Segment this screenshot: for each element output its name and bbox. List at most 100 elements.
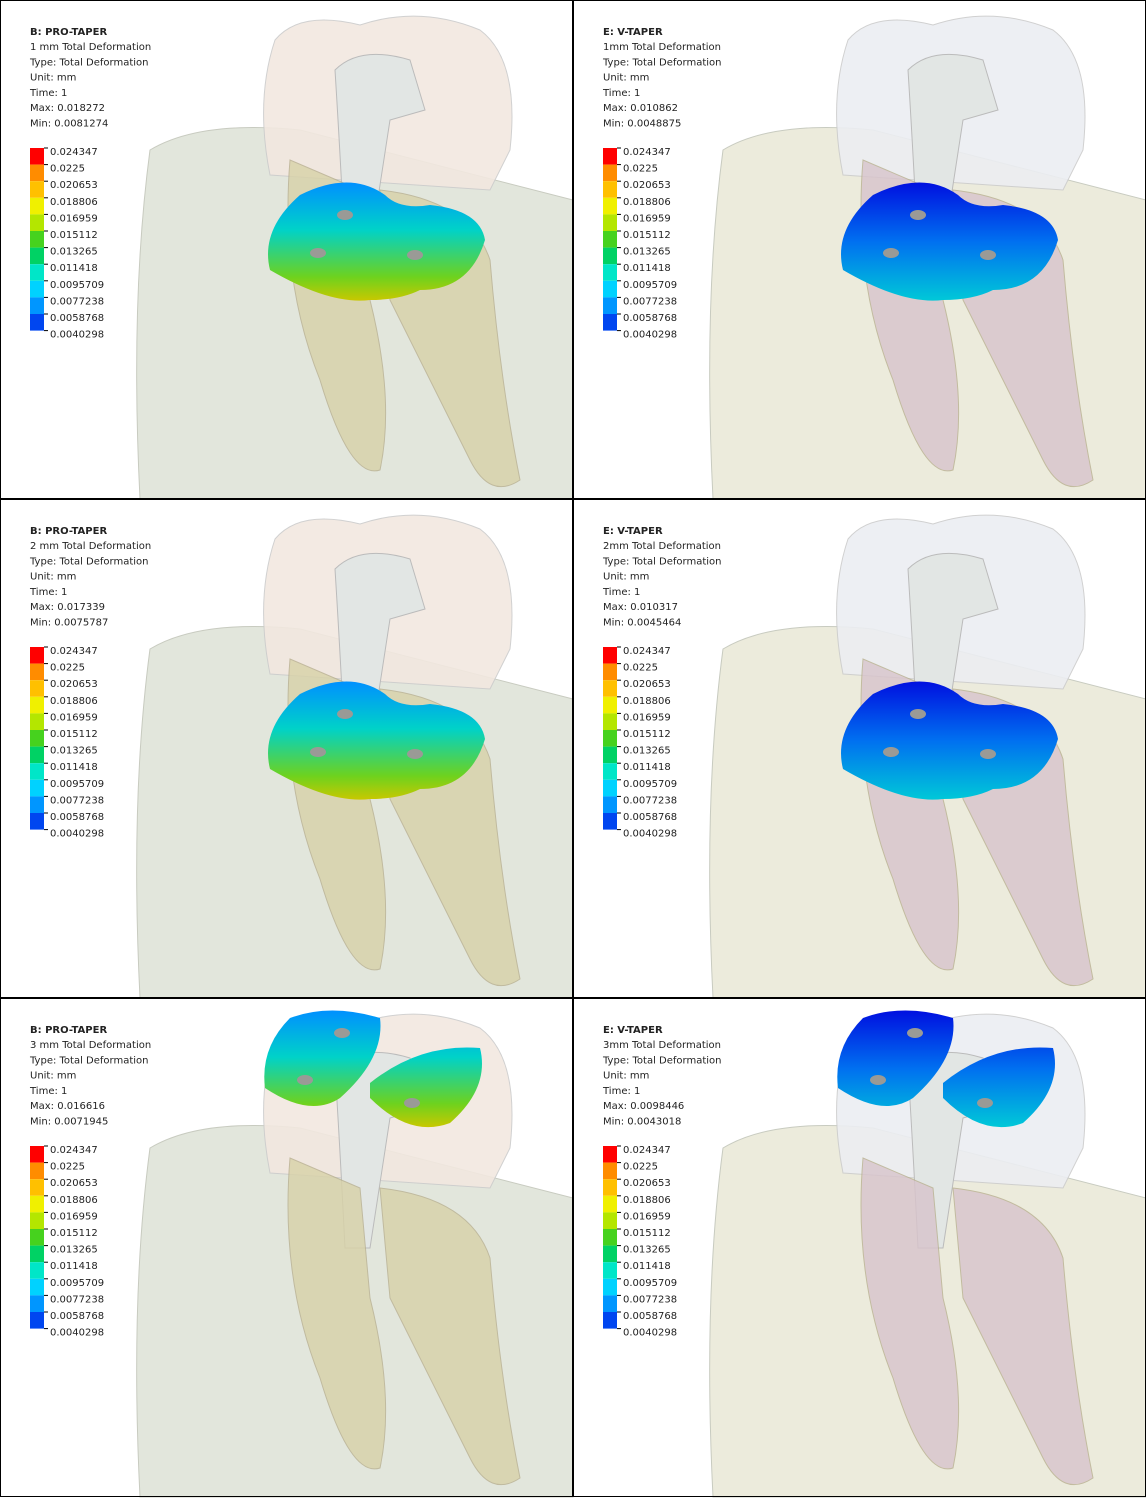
panel-title: E: V-TAPER bbox=[603, 526, 663, 537]
info-line: Unit: mm bbox=[30, 73, 76, 84]
legend-swatch bbox=[603, 813, 617, 830]
legend-label: 0.020653 bbox=[50, 679, 98, 690]
legend-label: 0.011418 bbox=[623, 762, 671, 773]
hole bbox=[870, 1075, 886, 1085]
legend-swatch bbox=[603, 231, 617, 248]
legend-label: 0.024347 bbox=[50, 147, 98, 158]
info-line: Type: Total Deformation bbox=[29, 556, 149, 567]
hole bbox=[910, 709, 926, 719]
info-line: Max: 0.0098446 bbox=[603, 1101, 684, 1112]
legend-swatch bbox=[30, 1246, 44, 1263]
legend-label: 0.0225 bbox=[50, 1162, 85, 1173]
legend-label: 0.024347 bbox=[50, 1145, 98, 1156]
legend-swatch bbox=[30, 1279, 44, 1296]
info-line: Type: Total Deformation bbox=[602, 556, 722, 567]
legend-swatch bbox=[603, 1196, 617, 1213]
legend-label: 0.0095709 bbox=[50, 1278, 104, 1289]
legend-label: 0.0095709 bbox=[50, 779, 104, 790]
legend-label: 0.0040298 bbox=[623, 829, 677, 840]
info-line: Type: Total Deformation bbox=[602, 1055, 722, 1066]
legend-label: 0.0058768 bbox=[623, 313, 677, 324]
info-line: 2 mm Total Deformation bbox=[30, 541, 151, 552]
legend-swatch bbox=[30, 231, 44, 248]
legend-label: 0.0058768 bbox=[50, 1311, 104, 1322]
legend-label: 0.011418 bbox=[50, 762, 98, 773]
info-line: Time: 1 bbox=[602, 88, 640, 99]
legend-label: 0.0077238 bbox=[623, 795, 677, 806]
info-line: Unit: mm bbox=[603, 73, 649, 84]
legend-swatch bbox=[30, 214, 44, 231]
legend-label: 0.024347 bbox=[50, 646, 98, 657]
info-line: Time: 1 bbox=[29, 1086, 67, 1097]
legend-swatch bbox=[30, 1229, 44, 1246]
legend-label: 0.0058768 bbox=[623, 1311, 677, 1322]
legend-label: 0.018806 bbox=[623, 696, 671, 707]
panel: E: V-TAPER 3mm Total Deformation Type: Tot… bbox=[574, 999, 1146, 1498]
legend-swatch bbox=[30, 297, 44, 314]
legend-swatch bbox=[30, 1295, 44, 1312]
legend-swatch bbox=[30, 1212, 44, 1229]
hole bbox=[883, 747, 899, 757]
info-line: Max: 0.016616 bbox=[30, 1101, 105, 1112]
legend-label: 0.020653 bbox=[623, 679, 671, 690]
legend-label: 0.013265 bbox=[623, 247, 671, 258]
legend-swatch bbox=[30, 314, 44, 331]
info-line: Time: 1 bbox=[602, 1086, 640, 1097]
legend-swatch bbox=[603, 297, 617, 314]
legend-swatch bbox=[603, 148, 617, 165]
legend-label: 0.020653 bbox=[623, 180, 671, 191]
info-line: 2mm Total Deformation bbox=[603, 541, 721, 552]
legend-label: 0.011418 bbox=[50, 1261, 98, 1272]
legend-label: 0.011418 bbox=[623, 263, 671, 274]
legend-label: 0.0225 bbox=[623, 1162, 658, 1173]
legend-label: 0.016959 bbox=[623, 712, 671, 723]
legend-label: 0.0077238 bbox=[623, 1294, 677, 1305]
panel-title: E: V-TAPER bbox=[603, 1025, 663, 1036]
info-line: Max: 0.017339 bbox=[30, 602, 105, 613]
info-line: Max: 0.010317 bbox=[603, 602, 678, 613]
legend-label: 0.016959 bbox=[623, 213, 671, 224]
legend-swatch bbox=[30, 264, 44, 281]
legend-swatch bbox=[603, 730, 617, 747]
legend-swatch bbox=[30, 813, 44, 830]
panel-title: E: V-TAPER bbox=[603, 27, 663, 38]
legend-label: 0.0058768 bbox=[50, 313, 104, 324]
legend-label: 0.015112 bbox=[50, 1228, 98, 1239]
legend-swatch bbox=[30, 148, 44, 165]
legend-label: 0.0225 bbox=[623, 164, 658, 175]
legend-label: 0.0077238 bbox=[50, 1294, 104, 1305]
info-line: Min: 0.0081274 bbox=[30, 119, 108, 130]
legend-label: 0.011418 bbox=[623, 1261, 671, 1272]
legend-label: 0.018806 bbox=[623, 1195, 671, 1206]
legend-swatch bbox=[30, 181, 44, 198]
info-line: 3mm Total Deformation bbox=[603, 1040, 721, 1051]
hole bbox=[334, 1028, 350, 1038]
legend-swatch bbox=[30, 730, 44, 747]
legend-label: 0.0040298 bbox=[623, 1328, 677, 1339]
legend-label: 0.024347 bbox=[623, 147, 671, 158]
legend-label: 0.0040298 bbox=[50, 829, 104, 840]
hole bbox=[310, 747, 326, 757]
legend-label: 0.015112 bbox=[623, 1228, 671, 1239]
legend-swatch bbox=[603, 713, 617, 730]
legend-swatch bbox=[603, 796, 617, 813]
info-line: Min: 0.0043018 bbox=[603, 1117, 681, 1128]
legend-swatch bbox=[30, 248, 44, 265]
panel-title: B: PRO-TAPER bbox=[30, 1025, 107, 1036]
hole bbox=[910, 210, 926, 220]
legend-swatch bbox=[603, 1262, 617, 1279]
legend-label: 0.0225 bbox=[50, 663, 85, 674]
legend-label: 0.016959 bbox=[50, 1211, 98, 1222]
legend-swatch bbox=[30, 647, 44, 664]
legend-swatch bbox=[603, 697, 617, 714]
legend-label: 0.0040298 bbox=[50, 330, 104, 341]
legend-swatch bbox=[30, 1146, 44, 1163]
legend-label: 0.020653 bbox=[50, 180, 98, 191]
hole bbox=[980, 749, 996, 759]
legend-swatch bbox=[30, 763, 44, 780]
info-line: Time: 1 bbox=[29, 587, 67, 598]
legend-label: 0.013265 bbox=[623, 1245, 671, 1256]
legend-label: 0.0077238 bbox=[50, 296, 104, 307]
legend-label: 0.0095709 bbox=[623, 779, 677, 790]
